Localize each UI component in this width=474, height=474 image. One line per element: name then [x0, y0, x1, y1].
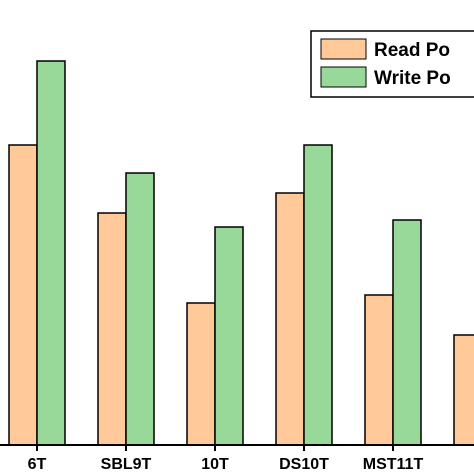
ticks-layer: 6TSBL9T10TDS10TMST11TF	[28, 445, 424, 473]
legend: Read Po Write Po	[310, 30, 474, 98]
bar-6t-read	[8, 144, 38, 446]
x-tick-label: DS10T	[279, 456, 329, 473]
bar-ds10t-write	[303, 144, 333, 446]
bar-f-read	[453, 334, 474, 446]
legend-swatch-write	[320, 66, 367, 88]
bar-10t-write	[214, 226, 244, 446]
bar-sbl9t-read	[97, 212, 127, 446]
bar-mst11t-read	[364, 294, 394, 446]
bar-ds10t-read	[275, 192, 305, 446]
bar-sbl9t-write	[125, 172, 155, 446]
x-tick-label: MST11T	[363, 456, 424, 473]
x-tick-label: SBL9T	[101, 456, 152, 473]
legend-label-write: Write Po	[374, 68, 451, 89]
legend-swatch-read	[320, 38, 367, 60]
x-tick-label: 6T	[28, 456, 47, 473]
bars-layer	[8, 60, 474, 446]
bar-10t-read	[186, 302, 216, 446]
legend-label-read: Read Po	[374, 40, 450, 61]
x-tick-label: 10T	[201, 456, 229, 473]
bar-mst11t-write	[392, 219, 422, 446]
bar-6t-write	[36, 60, 66, 446]
